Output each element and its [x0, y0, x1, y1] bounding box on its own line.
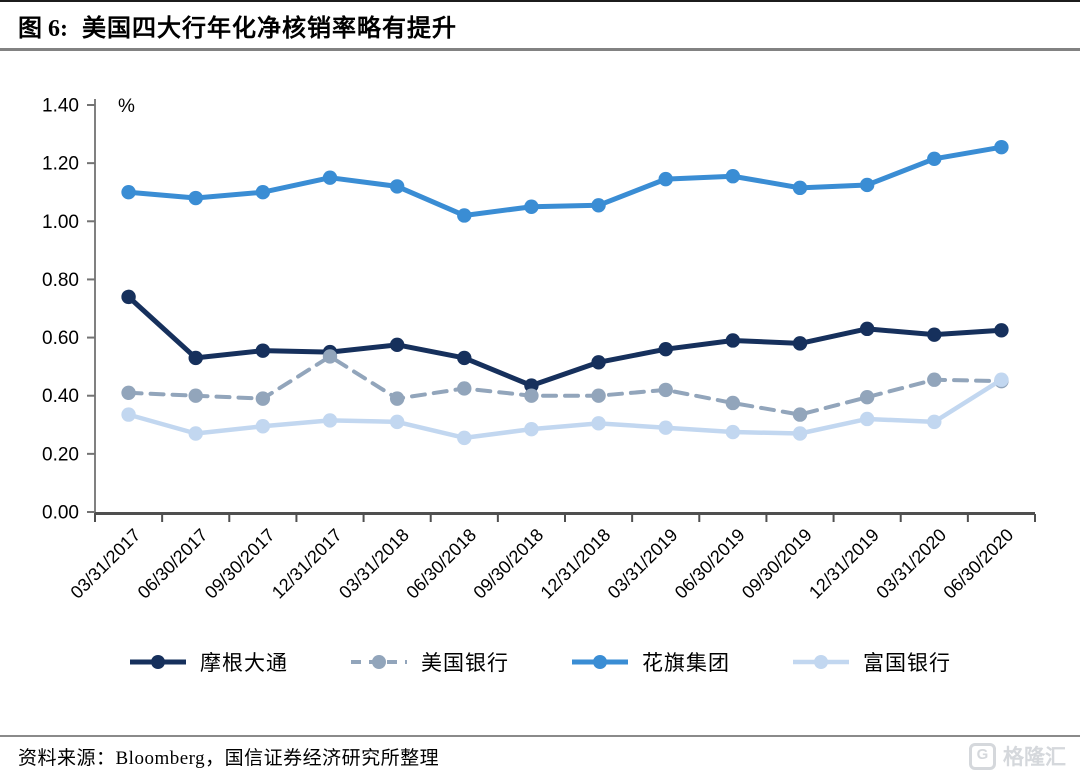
svg-text:1.40: 1.40 [42, 96, 79, 117]
figure-header: 图 6: 美国四大行年化净核销率略有提升 [0, 2, 1080, 51]
top-divider [0, 0, 1080, 2]
figure-number: 图 6: [18, 15, 68, 42]
legend-label: 花旗集团 [642, 651, 730, 675]
svg-text:03/31/2019: 03/31/2019 [604, 525, 682, 603]
svg-text:06/30/2017: 06/30/2017 [134, 525, 212, 603]
legend-label: 富国银行 [863, 651, 951, 675]
legend-label: 美国银行 [421, 651, 509, 675]
svg-text:03/31/2018: 03/31/2018 [335, 525, 413, 603]
figure-title: 美国四大行年化净核销率略有提升 [82, 15, 457, 42]
svg-text:1.20: 1.20 [42, 154, 79, 175]
svg-text:06/30/2019: 06/30/2019 [671, 525, 749, 603]
legend-item: 摩根大通 [129, 647, 288, 677]
legend-item: 美国银行 [350, 647, 509, 677]
svg-text:06/30/2020: 06/30/2020 [939, 525, 1017, 603]
svg-text:12/31/2017: 12/31/2017 [268, 525, 346, 603]
legend-label: 摩根大通 [200, 651, 288, 675]
legend-item: 富国银行 [792, 647, 951, 677]
svg-text:0.40: 0.40 [42, 386, 79, 407]
watermark-logo: G 格隆汇 [969, 741, 1066, 771]
svg-text:0.60: 0.60 [42, 328, 79, 349]
svg-text:0.20: 0.20 [42, 444, 79, 465]
svg-text:03/31/2017: 03/31/2017 [67, 525, 145, 603]
chart-area: 0.00 0.20 0.40 0.60 0.80 1.00 1.20 1.40 03/31/20… [0, 60, 1080, 640]
svg-text:0.00: 0.00 [42, 503, 79, 524]
svg-text:03/31/2020: 03/31/2020 [872, 525, 950, 603]
svg-text:09/30/2017: 09/30/2017 [201, 525, 279, 603]
svg-text:06/30/2018: 06/30/2018 [402, 525, 480, 603]
svg-text:%: % [118, 96, 135, 117]
source-note: 资料来源：Bloomberg，国信证券经济研究所整理 [18, 747, 440, 769]
legend-line-sample [793, 655, 849, 669]
gelonghui-g-icon: G [969, 742, 996, 770]
svg-text:1.00: 1.00 [42, 212, 79, 233]
legend-item: 花旗集团 [571, 647, 730, 677]
legend-line-sample [572, 655, 628, 669]
svg-text:09/30/2019: 09/30/2019 [738, 525, 816, 603]
line-chart: 0.00 0.20 0.40 0.60 0.80 1.00 1.20 1.40 03/31/20… [42, 96, 1036, 603]
svg-text:09/30/2018: 09/30/2018 [469, 525, 547, 603]
svg-text:12/31/2018: 12/31/2018 [537, 525, 615, 603]
svg-text:12/31/2019: 12/31/2019 [805, 525, 883, 603]
watermark-text: 格隆汇 [1003, 746, 1066, 769]
legend-line-sample [130, 655, 186, 669]
figure-footer: 资料来源：Bloomberg，国信证券经济研究所整理 G 格隆汇 [0, 735, 1080, 775]
chart-legend: 摩根大通 美国银行 花旗集团 富国银行 [0, 640, 1080, 684]
legend-line-sample [351, 655, 407, 669]
svg-text:0.80: 0.80 [42, 270, 79, 291]
